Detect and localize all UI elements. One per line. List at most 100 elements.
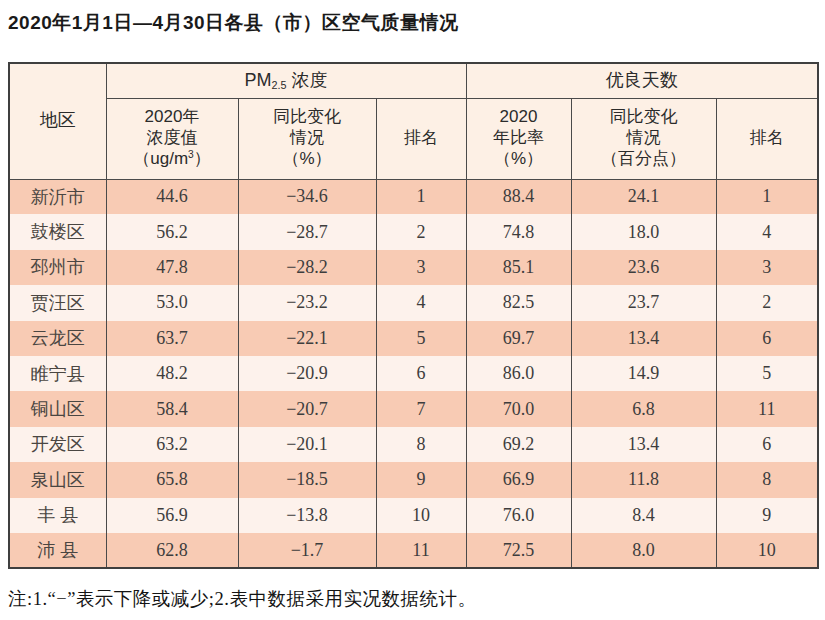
- ratio-rank-cell: 6: [716, 427, 818, 462]
- table-row: 贾汪区 53.0 −23.2 4 82.5 23.7 2: [9, 285, 818, 320]
- air-quality-table: 地区 PM2.5 浓度 优良天数 2020年 浓度值 （ug/m3） 同比变化 …: [8, 62, 819, 569]
- table-row: 开发区 63.2 −20.1 8 69.2 13.4 6: [9, 427, 818, 462]
- pm-rank-cell: 3: [376, 250, 466, 285]
- header-region: 地区: [9, 63, 106, 179]
- pm-rank-cell: 4: [376, 285, 466, 320]
- pm25-label-suffix: 浓度: [287, 70, 328, 90]
- header-pm25-group: PM2.5 浓度: [106, 63, 466, 98]
- ratio-cell: 70.0: [466, 391, 571, 426]
- table-row: 沛 县 62.8 −1.7 11 72.5 8.0 10: [9, 533, 818, 568]
- page-title: 2020年1月1日—4月30日各县（市）区空气质量情况: [8, 10, 818, 36]
- ratio-cell: 76.0: [466, 498, 571, 533]
- ratio-rank-cell: 5: [716, 356, 818, 391]
- pm-value-cell: 63.7: [106, 321, 238, 356]
- pm-rank-cell: 2: [376, 214, 466, 249]
- table-row: 鼓楼区 56.2 −28.7 2 74.8 18.0 4: [9, 214, 818, 249]
- pm-value-cell: 53.0: [106, 285, 238, 320]
- header-good-change: 同比变化 情况 （百分点）: [571, 98, 716, 179]
- pm-rank-cell: 10: [376, 498, 466, 533]
- pm-value-cell: 63.2: [106, 427, 238, 462]
- table-row: 云龙区 63.7 −22.1 5 69.7 13.4 6: [9, 321, 818, 356]
- ratio-change-cell: 13.4: [571, 427, 716, 462]
- header-pm-value: 2020年 浓度值 （ug/m3）: [106, 98, 238, 179]
- header-good-rank: 排名: [716, 98, 818, 179]
- region-cell: 邳州市: [9, 250, 106, 285]
- pm-change-cell: −22.1: [238, 321, 376, 356]
- table-row: 邳州市 47.8 −28.2 3 85.1 23.6 3: [9, 250, 818, 285]
- pm-rank-cell: 9: [376, 462, 466, 497]
- ratio-rank-cell: 8: [716, 462, 818, 497]
- table-row: 睢宁县 48.2 −20.9 6 86.0 14.9 5: [9, 356, 818, 391]
- pm25-subscript: 2.5: [271, 78, 286, 90]
- ratio-rank-cell: 1: [716, 179, 818, 214]
- ratio-cell: 66.9: [466, 462, 571, 497]
- ratio-change-cell: 23.7: [571, 285, 716, 320]
- pm-value-cell: 62.8: [106, 533, 238, 568]
- pm-rank-cell: 5: [376, 321, 466, 356]
- pm-value-cell: 44.6: [106, 179, 238, 214]
- ratio-rank-cell: 11: [716, 391, 818, 426]
- pm-change-cell: −28.7: [238, 214, 376, 249]
- ratio-change-cell: 14.9: [571, 356, 716, 391]
- pm-value-cell: 65.8: [106, 462, 238, 497]
- ratio-rank-cell: 10: [716, 533, 818, 568]
- ratio-change-cell: 23.6: [571, 250, 716, 285]
- pm-change-cell: −20.1: [238, 427, 376, 462]
- ratio-rank-cell: 4: [716, 214, 818, 249]
- pm-change-cell: −1.7: [238, 533, 376, 568]
- ratio-cell: 85.1: [466, 250, 571, 285]
- region-cell: 沛 县: [9, 533, 106, 568]
- pm-value-cell: 48.2: [106, 356, 238, 391]
- header-pm-value-line2: 浓度值: [109, 128, 236, 149]
- pm-change-cell: −28.2: [238, 250, 376, 285]
- header-pm-rank: 排名: [376, 98, 466, 179]
- ratio-cell: 86.0: [466, 356, 571, 391]
- ratio-rank-cell: 3: [716, 250, 818, 285]
- table-row: 丰 县 56.9 −13.8 10 76.0 8.4 9: [9, 498, 818, 533]
- header-pm-value-line1: 2020年: [109, 107, 236, 128]
- pm-rank-cell: 11: [376, 533, 466, 568]
- ratio-cell: 88.4: [466, 179, 571, 214]
- table-body: 新沂市 44.6 −34.6 1 88.4 24.1 1 鼓楼区 56.2 −2…: [9, 179, 818, 568]
- pm-change-cell: −20.7: [238, 391, 376, 426]
- table-header: 地区 PM2.5 浓度 优良天数 2020年 浓度值 （ug/m3） 同比变化 …: [9, 63, 818, 179]
- pm-value-cell: 56.9: [106, 498, 238, 533]
- table-row: 泉山区 65.8 −18.5 9 66.9 11.8 8: [9, 462, 818, 497]
- pm-change-cell: −20.9: [238, 356, 376, 391]
- region-cell: 开发区: [9, 427, 106, 462]
- ratio-change-cell: 18.0: [571, 214, 716, 249]
- ratio-rank-cell: 9: [716, 498, 818, 533]
- ratio-cell: 74.8: [466, 214, 571, 249]
- pm-rank-cell: 1: [376, 179, 466, 214]
- ratio-change-cell: 11.8: [571, 462, 716, 497]
- page: 2020年1月1日—4月30日各县（市）区空气质量情况 地区 PM2.5 浓度 …: [0, 0, 825, 620]
- pm-rank-cell: 6: [376, 356, 466, 391]
- header-pm-change: 同比变化 情况 （%）: [238, 98, 376, 179]
- header-pm-value-unit: （ug/m3）: [109, 149, 236, 170]
- pm-change-cell: −34.6: [238, 179, 376, 214]
- header-good-ratio: 2020 年比率 （%）: [466, 98, 571, 179]
- ratio-change-cell: 24.1: [571, 179, 716, 214]
- pm-rank-cell: 7: [376, 391, 466, 426]
- region-cell: 铜山区: [9, 391, 106, 426]
- footnote: 注:1.“−”表示下降或减少;2.表中数据采用实况数据统计。: [8, 586, 818, 611]
- header-good-days-group: 优良天数: [466, 63, 818, 98]
- ratio-cell: 69.2: [466, 427, 571, 462]
- ratio-change-cell: 8.4: [571, 498, 716, 533]
- pm-change-cell: −18.5: [238, 462, 376, 497]
- region-cell: 云龙区: [9, 321, 106, 356]
- pm-value-cell: 56.2: [106, 214, 238, 249]
- pm25-label: PM: [244, 70, 271, 90]
- table-row: 新沂市 44.6 −34.6 1 88.4 24.1 1: [9, 179, 818, 214]
- pm-change-cell: −13.8: [238, 498, 376, 533]
- table-row: 铜山区 58.4 −20.7 7 70.0 6.8 11: [9, 391, 818, 426]
- ratio-cell: 82.5: [466, 285, 571, 320]
- ratio-rank-cell: 2: [716, 285, 818, 320]
- region-cell: 泉山区: [9, 462, 106, 497]
- region-cell: 新沂市: [9, 179, 106, 214]
- ratio-cell: 72.5: [466, 533, 571, 568]
- ratio-change-cell: 8.0: [571, 533, 716, 568]
- pm-value-cell: 47.8: [106, 250, 238, 285]
- ratio-change-cell: 6.8: [571, 391, 716, 426]
- region-cell: 睢宁县: [9, 356, 106, 391]
